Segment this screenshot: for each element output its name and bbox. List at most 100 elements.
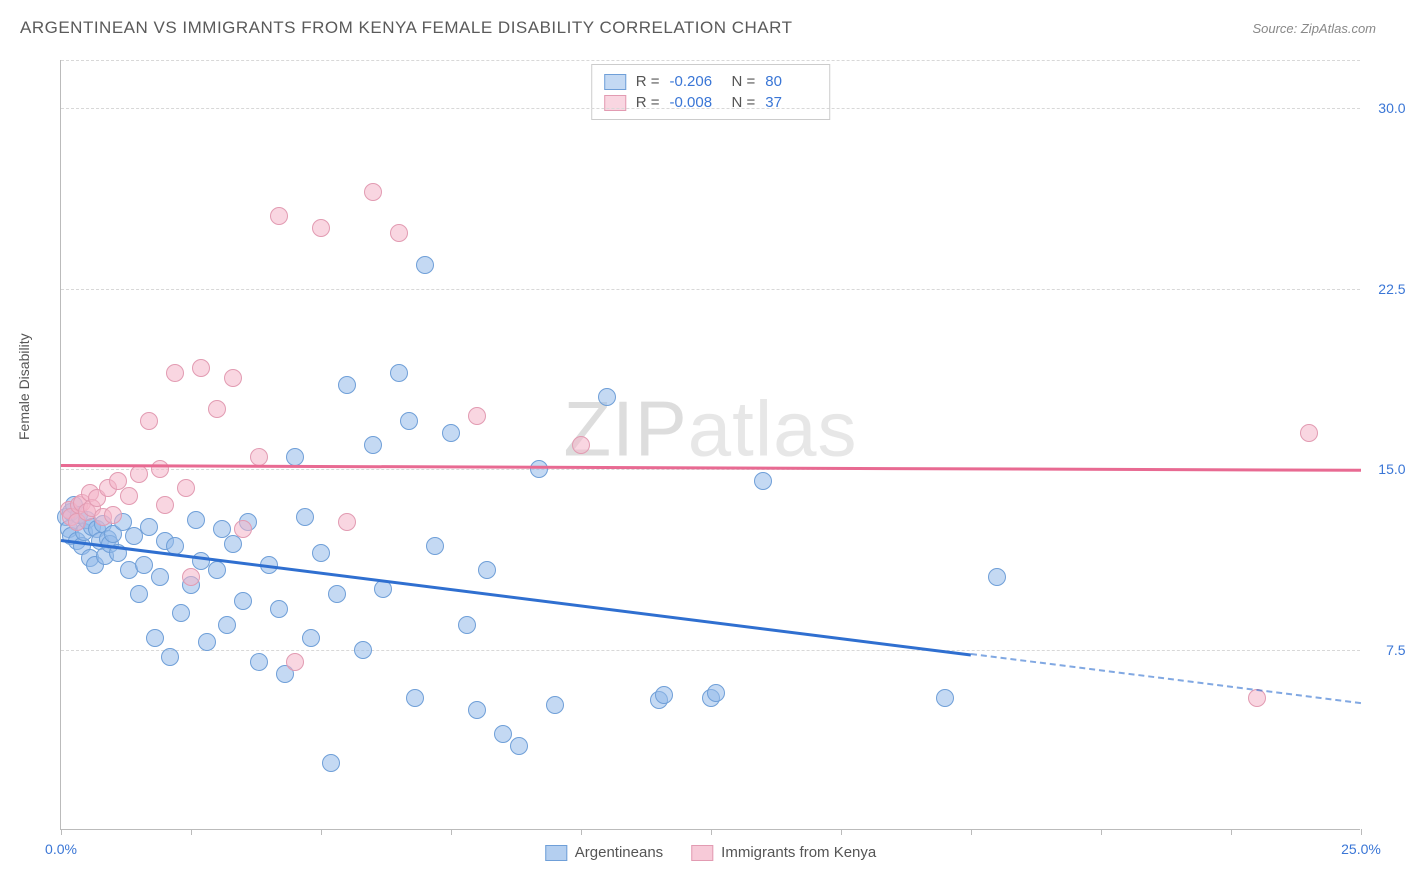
data-point bbox=[364, 183, 382, 201]
data-point bbox=[146, 629, 164, 647]
data-point bbox=[598, 388, 616, 406]
data-point bbox=[494, 725, 512, 743]
legend-row-kenya: R = -0.008 N = 37 bbox=[604, 92, 818, 113]
data-point bbox=[286, 448, 304, 466]
data-point bbox=[130, 585, 148, 603]
x-tick bbox=[451, 829, 452, 835]
data-point bbox=[218, 616, 236, 634]
data-point bbox=[198, 633, 216, 651]
data-point bbox=[140, 412, 158, 430]
data-point bbox=[161, 648, 179, 666]
data-point bbox=[270, 207, 288, 225]
data-point bbox=[572, 436, 590, 454]
data-point bbox=[655, 686, 673, 704]
data-point bbox=[468, 701, 486, 719]
data-point bbox=[296, 508, 314, 526]
x-tick bbox=[711, 829, 712, 835]
n-label: N = bbox=[732, 73, 756, 90]
data-point bbox=[707, 684, 725, 702]
data-point bbox=[468, 407, 486, 425]
data-point bbox=[250, 653, 268, 671]
y-tick-label: 22.5% bbox=[1366, 281, 1406, 297]
legend-label-1: Immigrants from Kenya bbox=[721, 844, 876, 861]
x-tick bbox=[1231, 829, 1232, 835]
data-point bbox=[1300, 424, 1318, 442]
gridline bbox=[61, 108, 1360, 109]
swatch-argentineans bbox=[604, 74, 626, 90]
data-point bbox=[234, 592, 252, 610]
data-point bbox=[182, 568, 200, 586]
data-point bbox=[192, 359, 210, 377]
r-value-0: -0.206 bbox=[670, 73, 722, 90]
r-label: R = bbox=[636, 73, 660, 90]
x-tick bbox=[321, 829, 322, 835]
gridline bbox=[61, 650, 1360, 651]
legend-row-argentineans: R = -0.206 N = 80 bbox=[604, 71, 818, 92]
data-point bbox=[312, 219, 330, 237]
y-tick-label: 30.0% bbox=[1366, 100, 1406, 116]
data-point bbox=[208, 561, 226, 579]
x-tick bbox=[581, 829, 582, 835]
data-point bbox=[156, 496, 174, 514]
data-point bbox=[442, 424, 460, 442]
data-point bbox=[322, 754, 340, 772]
data-point bbox=[151, 460, 169, 478]
legend-label-0: Argentineans bbox=[575, 844, 663, 861]
watermark-part1: ZIP bbox=[563, 385, 687, 473]
data-point bbox=[338, 376, 356, 394]
data-point bbox=[166, 364, 184, 382]
y-tick-label: 7.5% bbox=[1366, 642, 1406, 658]
legend-item-kenya: Immigrants from Kenya bbox=[691, 844, 876, 861]
x-tick-label: 0.0% bbox=[45, 841, 77, 857]
correlation-legend: R = -0.206 N = 80 R = -0.008 N = 37 bbox=[591, 64, 831, 120]
data-point bbox=[478, 561, 496, 579]
trend-line-dashed bbox=[971, 653, 1361, 704]
data-point bbox=[151, 568, 169, 586]
gridline bbox=[61, 289, 1360, 290]
data-point bbox=[135, 556, 153, 574]
data-point bbox=[364, 436, 382, 454]
x-tick bbox=[61, 829, 62, 835]
swatch-kenya bbox=[691, 845, 713, 861]
y-tick-label: 15.0% bbox=[1366, 461, 1406, 477]
source-label: Source: ZipAtlas.com bbox=[1252, 21, 1376, 36]
data-point bbox=[988, 568, 1006, 586]
legend-item-argentineans: Argentineans bbox=[545, 844, 663, 861]
data-point bbox=[270, 600, 288, 618]
data-point bbox=[754, 472, 772, 490]
data-point bbox=[390, 364, 408, 382]
data-point bbox=[130, 465, 148, 483]
data-point bbox=[354, 641, 372, 659]
data-point bbox=[426, 537, 444, 555]
data-point bbox=[140, 518, 158, 536]
data-point bbox=[302, 629, 320, 647]
chart-header: ARGENTINEAN VS IMMIGRANTS FROM KENYA FEM… bbox=[0, 0, 1406, 48]
x-tick bbox=[1101, 829, 1102, 835]
data-point bbox=[208, 400, 226, 418]
x-tick bbox=[971, 829, 972, 835]
data-point bbox=[458, 616, 476, 634]
data-point bbox=[510, 737, 528, 755]
chart-container: Female Disability ZIPatlas R = -0.206 N … bbox=[20, 50, 1386, 880]
data-point bbox=[338, 513, 356, 531]
data-point bbox=[400, 412, 418, 430]
data-point bbox=[250, 448, 268, 466]
y-axis-label: Female Disability bbox=[16, 333, 32, 440]
data-point bbox=[936, 689, 954, 707]
data-point bbox=[406, 689, 424, 707]
watermark-part2: atlas bbox=[688, 385, 858, 473]
data-point bbox=[530, 460, 548, 478]
series-legend: Argentineans Immigrants from Kenya bbox=[545, 844, 876, 861]
data-point bbox=[224, 369, 242, 387]
x-tick bbox=[841, 829, 842, 835]
data-point bbox=[177, 479, 195, 497]
data-point bbox=[286, 653, 304, 671]
n-value-0: 80 bbox=[765, 73, 817, 90]
data-point bbox=[234, 520, 252, 538]
data-point bbox=[328, 585, 346, 603]
chart-title: ARGENTINEAN VS IMMIGRANTS FROM KENYA FEM… bbox=[20, 18, 792, 38]
swatch-argentineans bbox=[545, 845, 567, 861]
data-point bbox=[104, 506, 122, 524]
x-tick-label: 25.0% bbox=[1341, 841, 1381, 857]
data-point bbox=[120, 487, 138, 505]
